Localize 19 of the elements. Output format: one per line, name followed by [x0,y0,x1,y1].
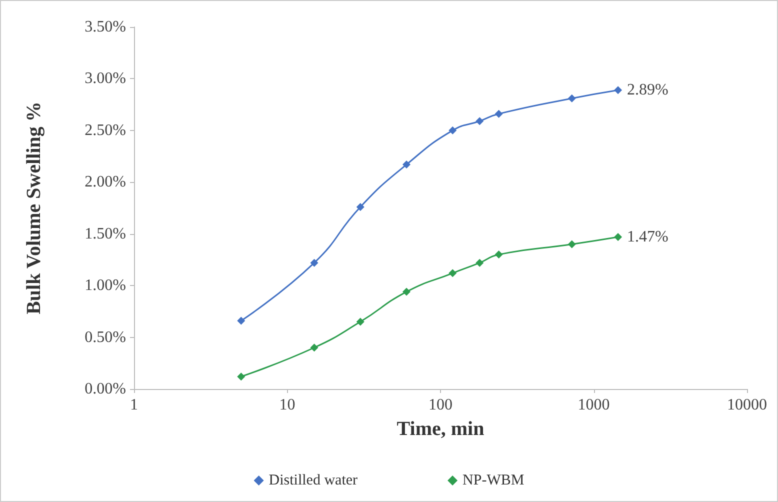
y-tick-label: 1.50% [84,225,126,242]
legend-label: NP-WBM [462,472,524,488]
y-tick-label: 0.00% [84,380,126,398]
data-label: 1.47% [627,228,668,246]
y-tick-label: 2.50% [84,122,126,139]
x-tick-label: 100 [428,396,452,414]
x-tick-label: 10 [279,396,296,414]
y-tick-label: 3.00% [84,70,126,88]
legend-label: Distilled water [268,472,358,488]
data-label: 2.89% [627,82,668,99]
x-tick-label: 1000 [578,396,610,414]
y-axis-title: Bulk Volume Swelling % [23,102,45,314]
y-tick-label: 3.50% [84,18,126,36]
y-tick-label: 1.00% [84,277,126,294]
y-tick-label: 0.50% [84,328,126,346]
x-tick-label: 1 [130,396,138,414]
x-axis-title: Time, min [396,418,484,440]
y-tick-label: 2.00% [84,174,126,191]
x-tick-label: 10000 [727,396,767,414]
